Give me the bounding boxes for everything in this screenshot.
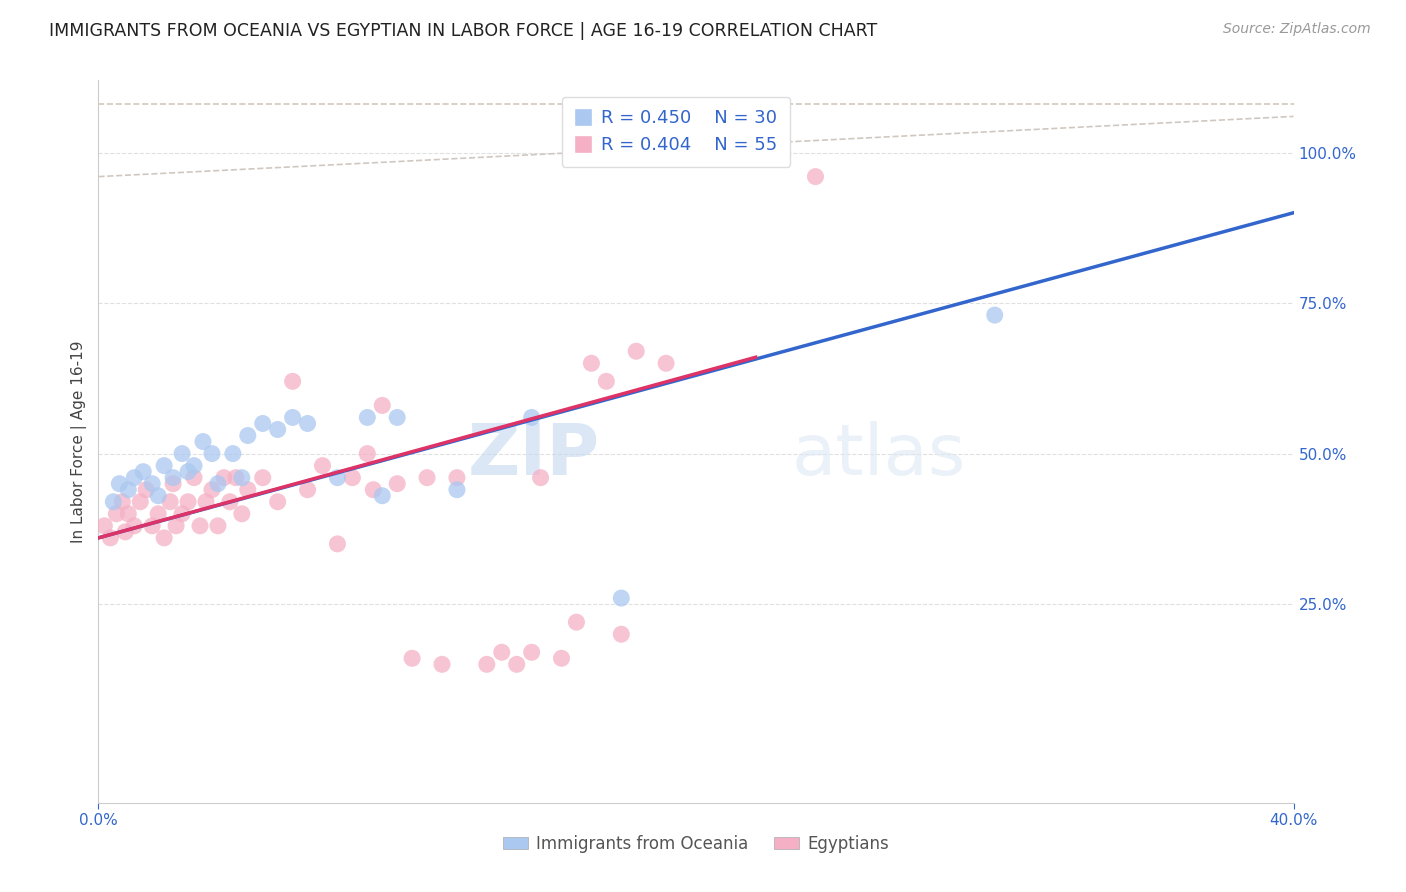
Point: [103, 494, 125, 508]
Point: [565, 615, 588, 630]
Point: [98, 531, 122, 545]
Point: [111, 494, 134, 508]
Point: [297, 483, 319, 497]
Point: [342, 471, 364, 485]
Point: [385, 410, 409, 425]
Point: [371, 398, 394, 412]
Point: [356, 410, 378, 425]
Point: [201, 483, 224, 497]
Point: [446, 471, 468, 485]
Point: [252, 471, 274, 485]
Text: atlas: atlas: [792, 422, 966, 491]
Point: [129, 494, 152, 508]
Point: [430, 657, 453, 672]
Point: [595, 375, 617, 389]
Point: [93, 519, 115, 533]
Point: [124, 519, 146, 533]
Point: [117, 483, 139, 497]
Point: [363, 483, 385, 497]
Point: [105, 507, 128, 521]
Point: [267, 494, 290, 508]
Point: [626, 344, 648, 359]
Y-axis label: In Labor Force | Age 16-19: In Labor Force | Age 16-19: [72, 340, 87, 543]
Point: [183, 471, 205, 485]
Point: [530, 471, 553, 485]
Point: [117, 507, 139, 521]
Point: [162, 471, 184, 485]
Point: [385, 476, 409, 491]
Point: [172, 507, 194, 521]
Point: [165, 519, 187, 533]
Point: [252, 417, 274, 431]
Point: [191, 434, 214, 449]
Text: Source: ZipAtlas.com: Source: ZipAtlas.com: [1223, 22, 1371, 37]
Point: [222, 446, 245, 460]
Point: [326, 537, 349, 551]
Point: [236, 483, 259, 497]
Point: [984, 308, 1007, 322]
Point: [520, 645, 543, 659]
Point: [141, 519, 163, 533]
Point: [281, 410, 304, 425]
Point: [219, 494, 242, 508]
Point: [159, 494, 181, 508]
Point: [108, 476, 131, 491]
Point: [655, 356, 678, 370]
Point: [177, 465, 200, 479]
Point: [207, 476, 229, 491]
Point: [416, 471, 439, 485]
Legend: Immigrants from Oceania, Egyptians: Immigrants from Oceania, Egyptians: [496, 828, 896, 860]
Point: [207, 519, 229, 533]
Point: [297, 417, 319, 431]
Point: [225, 471, 247, 485]
Point: [371, 489, 394, 503]
Point: [135, 483, 157, 497]
Point: [162, 476, 184, 491]
Point: [153, 458, 176, 473]
Point: [172, 446, 194, 460]
Point: [212, 471, 235, 485]
Point: [231, 507, 253, 521]
Point: [356, 446, 378, 460]
Point: [124, 471, 146, 485]
Point: [311, 458, 333, 473]
Point: [188, 519, 211, 533]
Point: [491, 645, 513, 659]
Point: [132, 465, 155, 479]
Point: [475, 657, 498, 672]
Point: [177, 494, 200, 508]
Point: [281, 375, 304, 389]
Point: [231, 471, 253, 485]
Point: [550, 651, 572, 665]
Point: [141, 476, 163, 491]
Point: [153, 531, 176, 545]
Point: [446, 483, 468, 497]
Point: [236, 428, 259, 442]
Point: [326, 471, 349, 485]
Point: [506, 657, 529, 672]
Point: [114, 524, 136, 539]
Point: [148, 507, 170, 521]
Point: [610, 627, 633, 641]
Text: IMMIGRANTS FROM OCEANIA VS EGYPTIAN IN LABOR FORCE | AGE 16-19 CORRELATION CHART: IMMIGRANTS FROM OCEANIA VS EGYPTIAN IN L…: [49, 22, 877, 40]
Point: [195, 494, 218, 508]
Point: [183, 458, 205, 473]
Point: [804, 169, 827, 184]
Point: [201, 446, 224, 460]
Point: [581, 356, 603, 370]
Point: [267, 423, 290, 437]
Point: [520, 410, 543, 425]
Text: ZIP: ZIP: [468, 422, 600, 491]
Point: [610, 591, 633, 606]
Point: [401, 651, 423, 665]
Point: [148, 489, 170, 503]
